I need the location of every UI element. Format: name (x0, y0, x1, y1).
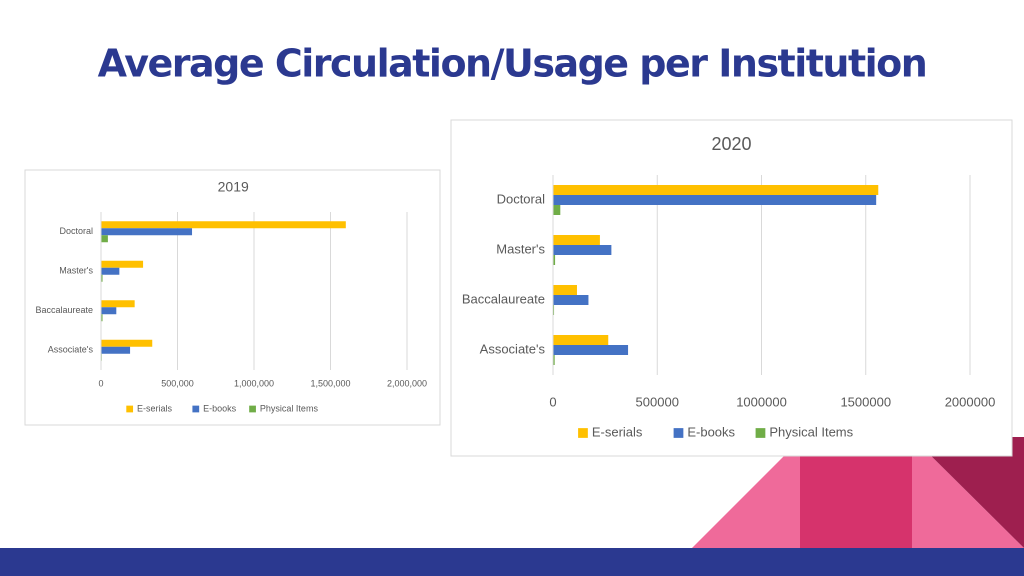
x-tick-label: 1,500,000 (310, 378, 350, 388)
legend-label: E-serials (137, 403, 173, 413)
y-tick-label: Master's (496, 241, 545, 256)
y-tick-label: Associate's (48, 345, 94, 355)
legend-label: Physical Items (260, 403, 319, 413)
decor (912, 437, 1024, 548)
bar (553, 355, 555, 365)
x-tick-label: 2000000 (945, 394, 996, 409)
bar (101, 314, 103, 322)
bar (553, 255, 556, 265)
legend-swatch (673, 428, 684, 438)
bar (101, 274, 103, 282)
y-tick-label: Baccalaureate (462, 291, 545, 306)
legend-label: E-serials (592, 424, 643, 439)
legend-swatch (578, 428, 588, 438)
chart-frame (24, 169, 441, 426)
chart-frame (450, 119, 1013, 457)
legend-swatch (249, 405, 256, 413)
bar (101, 235, 108, 243)
bar (101, 346, 131, 354)
bar (553, 185, 879, 195)
slide-title: Average Circulation/Usage per Institutio… (98, 42, 927, 86)
x-tick-label: 0 (98, 378, 103, 388)
y-tick-label: Master's (59, 266, 93, 276)
y-tick-label: Associate's (480, 341, 546, 356)
legend-label: E-books (687, 424, 735, 439)
legend-swatch (126, 405, 134, 413)
bar (553, 245, 612, 255)
bar (553, 285, 577, 295)
legend-swatch (755, 428, 766, 438)
bar (101, 221, 346, 229)
x-tick-label: 500,000 (161, 378, 194, 388)
bar (101, 339, 153, 347)
bar (101, 307, 117, 315)
bar (101, 260, 144, 268)
chart-title: 2020 (711, 134, 751, 154)
x-tick-label: 2,000,000 (387, 378, 427, 388)
bar (101, 267, 120, 275)
x-tick-label: 1000000 (736, 394, 787, 409)
bar (553, 295, 589, 305)
chart-title: 2019 (218, 179, 249, 195)
bar (553, 235, 600, 245)
x-tick-label: 500000 (636, 394, 679, 409)
x-tick-label: 0 (549, 394, 556, 409)
legend-swatch (192, 405, 200, 413)
legend-label: E-books (203, 403, 237, 413)
bar (553, 345, 629, 355)
bar (553, 205, 561, 215)
legend-label: Physical Items (769, 424, 853, 439)
bar (553, 195, 877, 205)
bar (553, 305, 555, 315)
decor (692, 440, 800, 548)
x-tick-label: 1,000,000 (234, 378, 274, 388)
y-tick-label: Doctoral (497, 191, 546, 206)
footer-band (0, 548, 1024, 576)
bar (101, 228, 193, 236)
y-tick-label: Baccalaureate (35, 305, 93, 315)
bar (553, 335, 609, 345)
x-tick-label: 1500000 (840, 394, 891, 409)
y-tick-label: Doctoral (59, 226, 93, 236)
bar (101, 300, 135, 308)
